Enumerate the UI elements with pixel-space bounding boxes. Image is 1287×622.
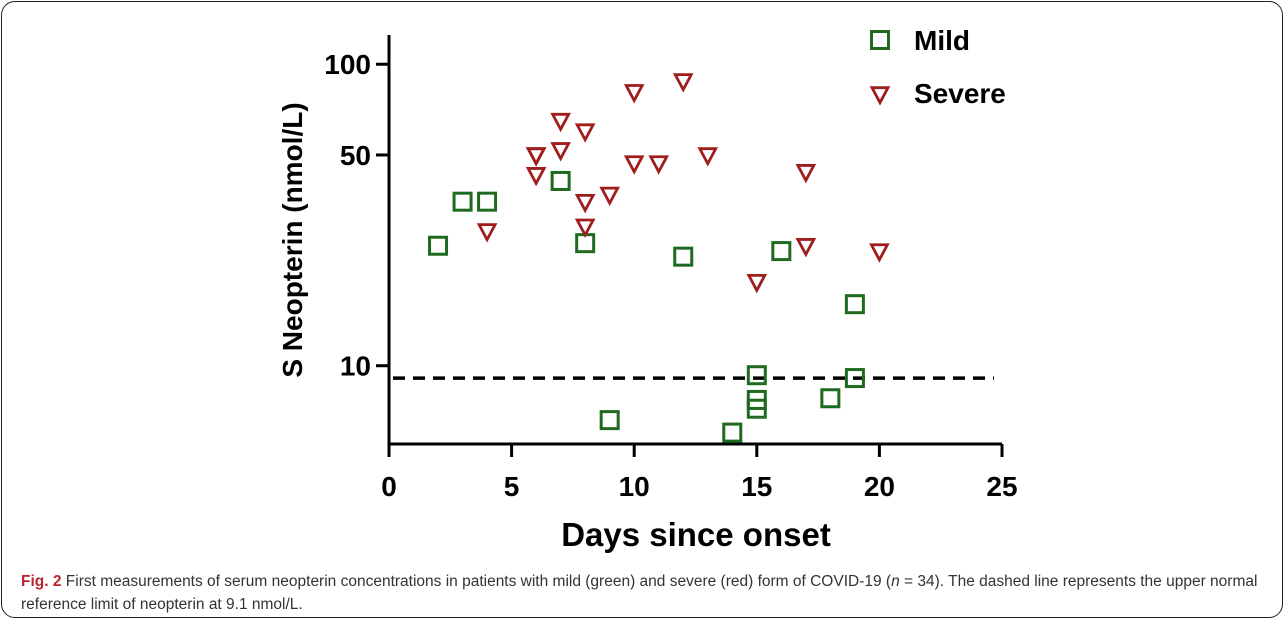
mild-point-5 <box>599 410 620 431</box>
mild-point-13 <box>844 368 865 389</box>
severe-point-16 <box>795 164 817 184</box>
mild-point-11 <box>771 241 792 262</box>
scatter-chart: 0 5 10 15 20 25 10 50 100 Mild Severe Days since … <box>277 25 1018 553</box>
severe-point-6 <box>574 123 596 143</box>
mild-point-3 <box>550 170 571 191</box>
x-tick-label-20: 20 <box>864 471 895 502</box>
mild-point-8 <box>746 365 767 386</box>
caption-text-part1: First measurements of serum neopterin co… <box>61 573 892 590</box>
severe-point-0 <box>476 223 498 243</box>
mild-point-10 <box>746 398 767 419</box>
legend-marker-mild <box>870 30 890 50</box>
severe-point-3 <box>525 167 547 187</box>
severe-point-10 <box>623 155 645 175</box>
mild-point-12 <box>820 388 841 409</box>
y-axis-label: S Neopterin (nmol/L) <box>277 102 308 377</box>
severe-point-13 <box>672 73 694 93</box>
y-tick-label-50: 50 <box>340 140 371 171</box>
y-tick-label-100: 100 <box>324 49 371 80</box>
axes: 0 5 10 15 20 25 10 50 100 <box>324 35 1018 502</box>
x-tick-label-0: 0 <box>381 471 397 502</box>
severe-point-9 <box>599 186 621 207</box>
severe-point-11 <box>623 84 645 104</box>
severe-point-12 <box>648 155 670 175</box>
severe-point-7 <box>574 193 596 214</box>
legend-marker-severe <box>869 86 891 106</box>
severe-point-4 <box>550 142 571 162</box>
severe-point-8 <box>574 218 596 238</box>
severe-point-15 <box>746 273 768 294</box>
caption-figure-label: Fig. 2 <box>21 573 62 590</box>
mild-point-1 <box>452 191 473 212</box>
mild-point-2 <box>477 191 498 212</box>
x-tick-label-25: 25 <box>986 471 1017 502</box>
severe-point-2 <box>525 147 547 167</box>
mild-point-0 <box>428 235 449 256</box>
mild-point-6 <box>673 246 694 267</box>
caption-n-symbol: n <box>891 573 900 590</box>
x-tick-label-15: 15 <box>741 471 772 502</box>
x-tick-label-10: 10 <box>619 471 650 502</box>
x-tick-label-5: 5 <box>504 471 520 502</box>
mild-point-14 <box>844 294 865 315</box>
legend: Mild Severe <box>869 25 1006 109</box>
x-axis-label: Days since onset <box>561 516 831 553</box>
severe-point-5 <box>550 112 571 133</box>
legend-label-mild: Mild <box>914 25 970 56</box>
severe-point-17 <box>795 238 817 258</box>
caption-text-part2: = 34). The dashed line represents the up… <box>21 573 1258 613</box>
figure-caption: Fig. 2 First measurements of serum neopt… <box>21 570 1261 616</box>
mild-point-7 <box>722 422 743 443</box>
data-points <box>428 73 890 443</box>
severe-point-18 <box>869 243 890 263</box>
legend-label-severe: Severe <box>914 78 1006 109</box>
y-tick-label-10: 10 <box>340 351 371 382</box>
severe-point-14 <box>697 147 719 167</box>
